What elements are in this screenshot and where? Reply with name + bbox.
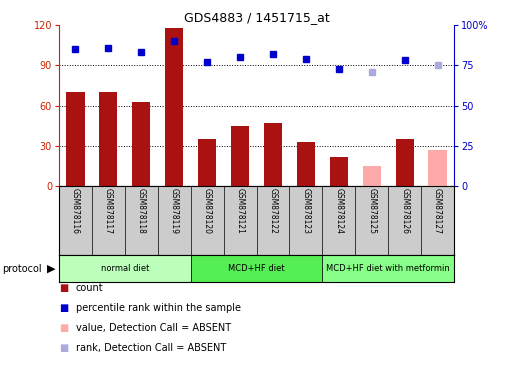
Bar <box>231 126 249 186</box>
Text: GSM878121: GSM878121 <box>235 188 245 233</box>
Bar <box>198 139 216 186</box>
Text: normal diet: normal diet <box>101 264 149 273</box>
Text: percentile rank within the sample: percentile rank within the sample <box>76 303 241 313</box>
Text: GSM878120: GSM878120 <box>203 188 212 233</box>
Text: GSM878124: GSM878124 <box>334 188 343 233</box>
Text: GSM878122: GSM878122 <box>268 188 278 233</box>
Bar <box>297 142 315 186</box>
Text: ■: ■ <box>59 343 68 353</box>
Bar <box>132 101 150 186</box>
Text: ▶: ▶ <box>47 264 55 274</box>
Bar <box>165 28 183 186</box>
Bar <box>322 255 454 282</box>
Text: MCD+HF diet with metformin: MCD+HF diet with metformin <box>326 264 450 273</box>
Text: rank, Detection Call = ABSENT: rank, Detection Call = ABSENT <box>76 343 226 353</box>
Bar <box>59 255 191 282</box>
Text: ■: ■ <box>59 303 68 313</box>
Bar <box>66 92 85 186</box>
Text: GSM878123: GSM878123 <box>301 188 310 233</box>
Bar <box>100 92 117 186</box>
Text: ■: ■ <box>59 323 68 333</box>
Text: GSM878125: GSM878125 <box>367 188 376 233</box>
Text: GSM878117: GSM878117 <box>104 188 113 233</box>
Text: GSM878116: GSM878116 <box>71 188 80 233</box>
Text: GSM878118: GSM878118 <box>137 188 146 233</box>
Text: GSM878119: GSM878119 <box>170 188 179 233</box>
Bar <box>330 157 348 186</box>
Text: GSM878127: GSM878127 <box>433 188 442 233</box>
Text: GSM878126: GSM878126 <box>400 188 409 233</box>
Bar <box>396 139 413 186</box>
Text: protocol: protocol <box>3 264 42 274</box>
Text: value, Detection Call = ABSENT: value, Detection Call = ABSENT <box>76 323 231 333</box>
Text: ■: ■ <box>59 283 68 293</box>
Bar <box>428 150 447 186</box>
Text: MCD+HF diet: MCD+HF diet <box>228 264 285 273</box>
Text: GDS4883 / 1451715_at: GDS4883 / 1451715_at <box>184 12 329 25</box>
Bar <box>363 166 381 186</box>
Bar <box>264 123 282 186</box>
Bar <box>191 255 322 282</box>
Text: count: count <box>76 283 104 293</box>
